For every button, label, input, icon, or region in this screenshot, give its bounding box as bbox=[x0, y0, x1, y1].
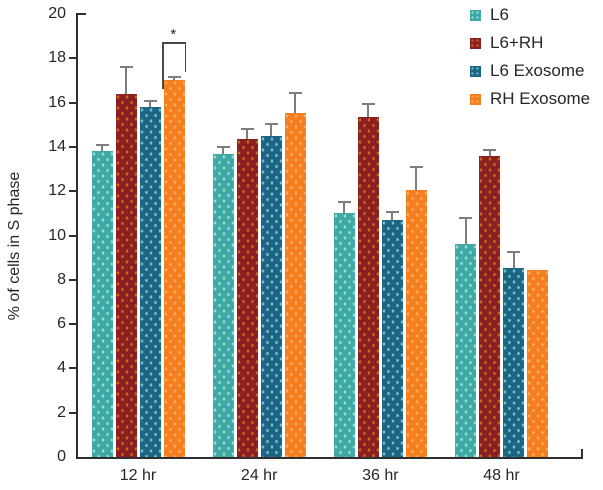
x-axis-end-tick bbox=[581, 449, 583, 457]
significance-bracket-right-leg bbox=[184, 42, 186, 73]
error-bar-cap-l6-12-hr bbox=[95, 143, 109, 146]
error-bar-cap-rh-exosome-12-hr bbox=[167, 76, 181, 79]
y-axis-tick bbox=[69, 145, 76, 148]
legend-swatch-l6-exosome-icon bbox=[470, 65, 481, 77]
x-axis-label-48-hr: 48 hr bbox=[483, 467, 520, 484]
error-bar-cap-rh-exosome-24-hr bbox=[288, 91, 302, 94]
bar-rh-exosome-24-hr bbox=[284, 112, 306, 457]
significance-bracket-top bbox=[162, 42, 186, 44]
x-axis-label-24-hr: 24 hr bbox=[240, 467, 278, 484]
legend-item-l6-exosome: L6 Exosome bbox=[470, 61, 585, 80]
bar-l6-rh-24-hr bbox=[236, 139, 258, 457]
bar-l6-12-hr bbox=[91, 151, 113, 457]
bar-l6-rh-12-hr bbox=[115, 93, 137, 457]
error-bar-stem-l6-exosome-12-hr bbox=[149, 101, 151, 108]
legend-label-l6-exosome: L6 Exosome bbox=[490, 61, 585, 80]
y-axis-tick bbox=[69, 278, 76, 281]
bar-l6-exosome-36-hr bbox=[381, 219, 403, 457]
error-bar-stem-l6-exosome-36-hr bbox=[391, 212, 394, 220]
legend-item-l6-rh: L6+RH bbox=[470, 33, 544, 52]
error-bar-cap-l6-rh-36-hr bbox=[361, 102, 375, 105]
error-bar-stem-l6-rh-36-hr bbox=[367, 103, 370, 117]
legend-swatch-l6-rh-icon bbox=[470, 37, 481, 49]
y-axis-tick-label: 4 bbox=[57, 359, 66, 377]
error-bar-cap-l6-exosome-36-hr bbox=[385, 211, 399, 214]
x-axis-label-12-hr: 12 hr bbox=[119, 467, 157, 484]
error-bar-cap-l6-rh-12-hr bbox=[119, 66, 133, 69]
legend-item-l6: L6 bbox=[470, 5, 509, 24]
bar-l6-48-hr bbox=[455, 244, 476, 457]
error-bar-cap-l6-exosome-24-hr bbox=[264, 122, 278, 125]
legend-swatch-l6-icon bbox=[470, 9, 481, 21]
bar-rh-exosome-48-hr bbox=[527, 269, 548, 457]
y-axis-tick bbox=[69, 323, 76, 326]
error-bar-stem-l6-rh-12-hr bbox=[125, 67, 127, 94]
bar-l6-exosome-12-hr bbox=[139, 107, 161, 457]
error-bar-cap-l6-24-hr bbox=[216, 145, 230, 148]
y-axis-tick bbox=[69, 190, 76, 193]
y-axis-tick bbox=[69, 101, 76, 104]
bar-l6-exosome-48-hr bbox=[503, 267, 524, 457]
y-axis-tick-label: 0 bbox=[57, 448, 66, 465]
error-bar-cap-l6-36-hr bbox=[337, 201, 351, 204]
x-axis-label-36-hr: 36 hr bbox=[362, 467, 399, 484]
y-axis-tick-label: 12 bbox=[48, 182, 66, 200]
y-axis-tick-label: 20 bbox=[48, 5, 66, 22]
error-bar-stem-l6-rh-48-hr bbox=[488, 150, 491, 156]
y-axis-tick bbox=[69, 57, 76, 60]
y-axis-tick bbox=[78, 13, 86, 15]
bar-rh-exosome-12-hr bbox=[163, 80, 185, 457]
y-axis-tick bbox=[69, 367, 76, 370]
y-axis-tick bbox=[69, 411, 76, 414]
legend-item-rh-exosome: RH Exosome bbox=[470, 89, 591, 108]
y-axis-tick-label: 2 bbox=[57, 403, 66, 421]
error-bar-stem-l6-rh-24-hr bbox=[246, 129, 249, 140]
error-bar-stem-l6-exosome-48-hr bbox=[512, 252, 515, 268]
error-bar-stem-rh-exosome-24-hr bbox=[294, 92, 297, 113]
bar-l6-24-hr bbox=[212, 153, 234, 457]
error-bar-stem-l6-48-hr bbox=[464, 217, 467, 245]
bar-rh-exosome-36-hr bbox=[405, 190, 427, 457]
y-axis-tick bbox=[69, 234, 76, 237]
y-axis-tick-label: 8 bbox=[57, 270, 66, 288]
y-axis-tick-label: 14 bbox=[48, 137, 66, 155]
error-bar-stem-rh-exosome-12-hr bbox=[173, 77, 175, 81]
bar-l6-rh-48-hr bbox=[479, 155, 500, 457]
bar-l6-rh-36-hr bbox=[357, 116, 379, 457]
error-bar-cap-l6-rh-24-hr bbox=[240, 128, 254, 131]
bar-l6-36-hr bbox=[333, 213, 355, 457]
significance-bracket-left-leg bbox=[162, 42, 164, 90]
error-bar-cap-l6-rh-48-hr bbox=[483, 149, 496, 152]
error-bar-cap-l6-48-hr bbox=[459, 216, 472, 219]
significance-asterisk: * bbox=[170, 26, 177, 43]
error-bar-cap-l6-exosome-48-hr bbox=[507, 251, 520, 254]
y-axis-line bbox=[76, 13, 78, 459]
legend-label-rh-exosome: RH Exosome bbox=[490, 89, 591, 108]
x-axis-line bbox=[76, 457, 583, 459]
legend-swatch-rh-exosome-icon bbox=[470, 93, 481, 105]
y-axis-tick-label: 18 bbox=[48, 49, 66, 67]
legend-label-l6: L6 bbox=[490, 5, 509, 24]
error-bar-stem-rh-exosome-36-hr bbox=[415, 166, 418, 191]
error-bar-stem-l6-24-hr bbox=[222, 146, 225, 154]
y-axis-tick-label: 6 bbox=[57, 315, 66, 333]
y-axis-tick-label: 16 bbox=[48, 93, 66, 111]
legend-label-l6-rh: L6+RH bbox=[490, 33, 544, 52]
error-bar-stem-l6-12-hr bbox=[101, 144, 103, 152]
error-bar-stem-l6-exosome-24-hr bbox=[270, 123, 273, 136]
error-bar-cap-l6-exosome-12-hr bbox=[143, 100, 157, 103]
error-bar-cap-rh-exosome-36-hr bbox=[409, 165, 423, 168]
error-bar-stem-l6-36-hr bbox=[343, 202, 346, 214]
bar-l6-exosome-24-hr bbox=[260, 135, 282, 457]
y-axis-tick-label: 10 bbox=[48, 226, 66, 244]
